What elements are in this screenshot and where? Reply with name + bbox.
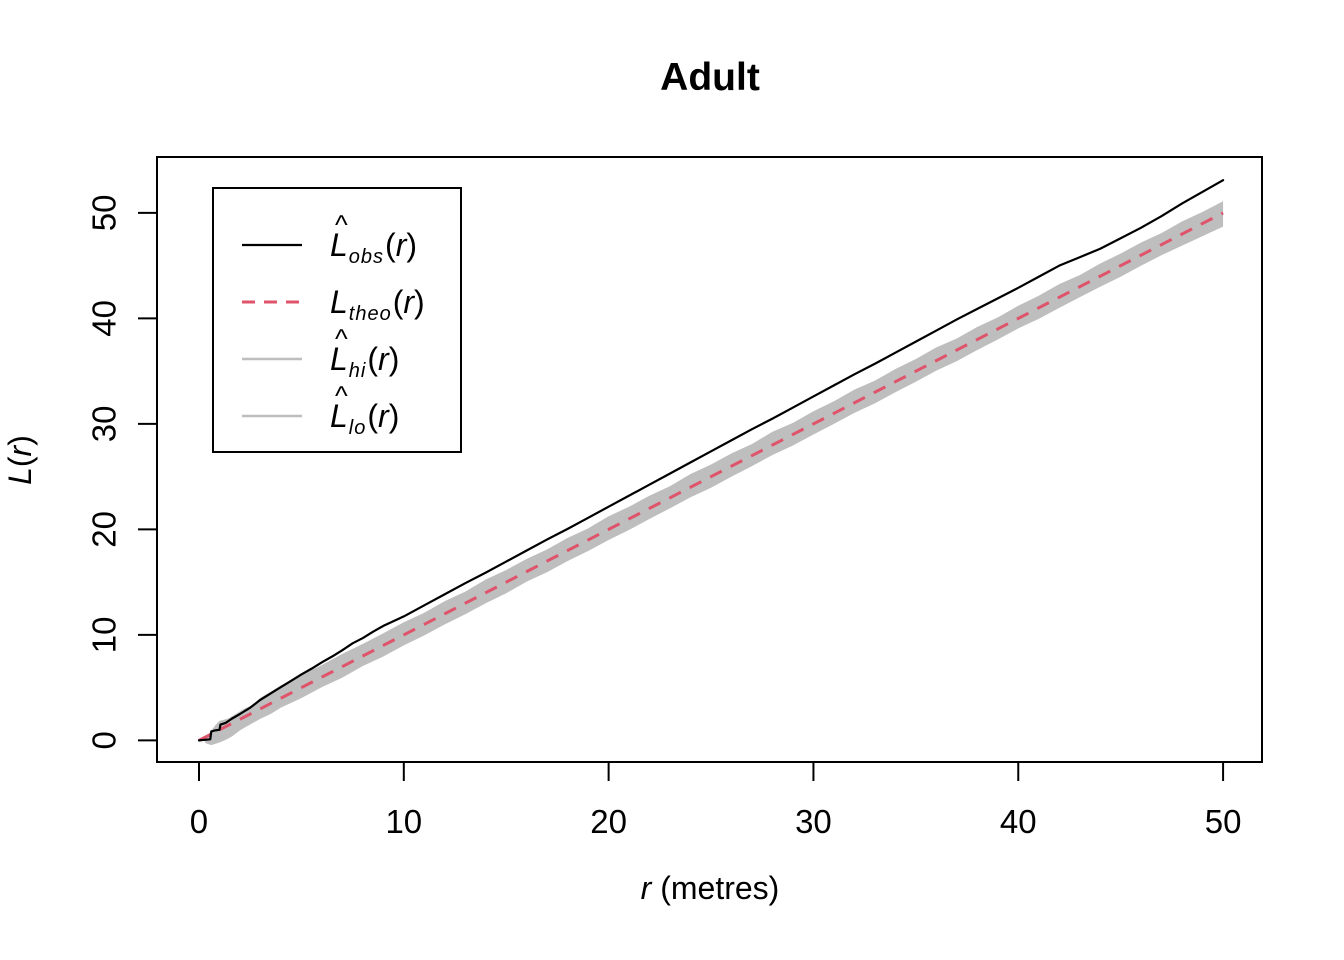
close-paren: ) xyxy=(406,226,418,263)
legend-main-symbol: ^ L xyxy=(330,209,348,263)
y-tick-label: 40 xyxy=(86,300,123,337)
legend-line-sample-lo xyxy=(242,414,302,417)
y-axis-label-open-paren: ( xyxy=(2,456,38,468)
y-tick-label: 0 xyxy=(86,731,123,749)
y-tick-label: 30 xyxy=(86,406,123,443)
argument: r xyxy=(403,283,415,320)
legend-subscript: lo xyxy=(348,416,367,439)
legend-main-symbol: ^ L xyxy=(330,323,348,377)
hat-accent: ^ xyxy=(335,209,348,240)
theoretical-line xyxy=(198,211,1224,742)
argument: r xyxy=(378,340,389,377)
observed-line xyxy=(197,179,1225,742)
legend-subscript: obs xyxy=(348,245,385,268)
chart-title: Adult xyxy=(660,56,760,99)
x-axis-label-variable: r xyxy=(640,870,652,906)
close-paren: ) xyxy=(414,283,425,320)
legend-subscript: hi xyxy=(348,359,367,382)
y-tick-label: 20 xyxy=(86,511,123,548)
x-tick-label: 40 xyxy=(1000,803,1037,840)
y-axis-label-variable: L xyxy=(2,467,38,485)
y-axis-label: L(r) xyxy=(2,360,38,560)
hat-accent: ^ xyxy=(335,380,348,411)
legend-main-symbol: L xyxy=(330,283,348,320)
open-paren: ( xyxy=(367,397,379,434)
legend-line-sample-hi xyxy=(242,357,302,360)
plot-box xyxy=(156,156,1263,763)
close-paren: ) xyxy=(388,340,400,377)
x-tick-label: 0 xyxy=(190,803,208,840)
close-paren: ) xyxy=(388,397,400,434)
x-tick-label: 50 xyxy=(1205,803,1242,840)
legend-subscript: theo xyxy=(348,302,392,325)
legend-line-sample-theo xyxy=(242,300,302,303)
argument: r xyxy=(378,397,389,434)
y-tick-label: 50 xyxy=(86,195,123,232)
y-axis-label-close-paren: ) xyxy=(2,435,38,446)
x-axis-label: r (metres) xyxy=(157,872,1263,904)
x-axis-label-unit: (metres) xyxy=(651,870,780,906)
hat-accent: ^ xyxy=(335,323,348,354)
simulation-envelope-band xyxy=(205,201,1224,746)
argument: r xyxy=(395,226,407,263)
open-paren: ( xyxy=(385,226,396,263)
open-paren: ( xyxy=(392,283,404,320)
x-tick-label: 20 xyxy=(590,803,627,840)
y-axis-label-argument: r xyxy=(2,445,38,457)
x-tick-label: 30 xyxy=(795,803,832,840)
x-tick-label: 10 xyxy=(385,803,422,840)
open-paren: ( xyxy=(367,340,379,377)
legend-line-sample-obs xyxy=(242,243,302,246)
y-tick-label: 10 xyxy=(86,617,123,654)
legend-main-symbol: ^ L xyxy=(330,380,348,434)
